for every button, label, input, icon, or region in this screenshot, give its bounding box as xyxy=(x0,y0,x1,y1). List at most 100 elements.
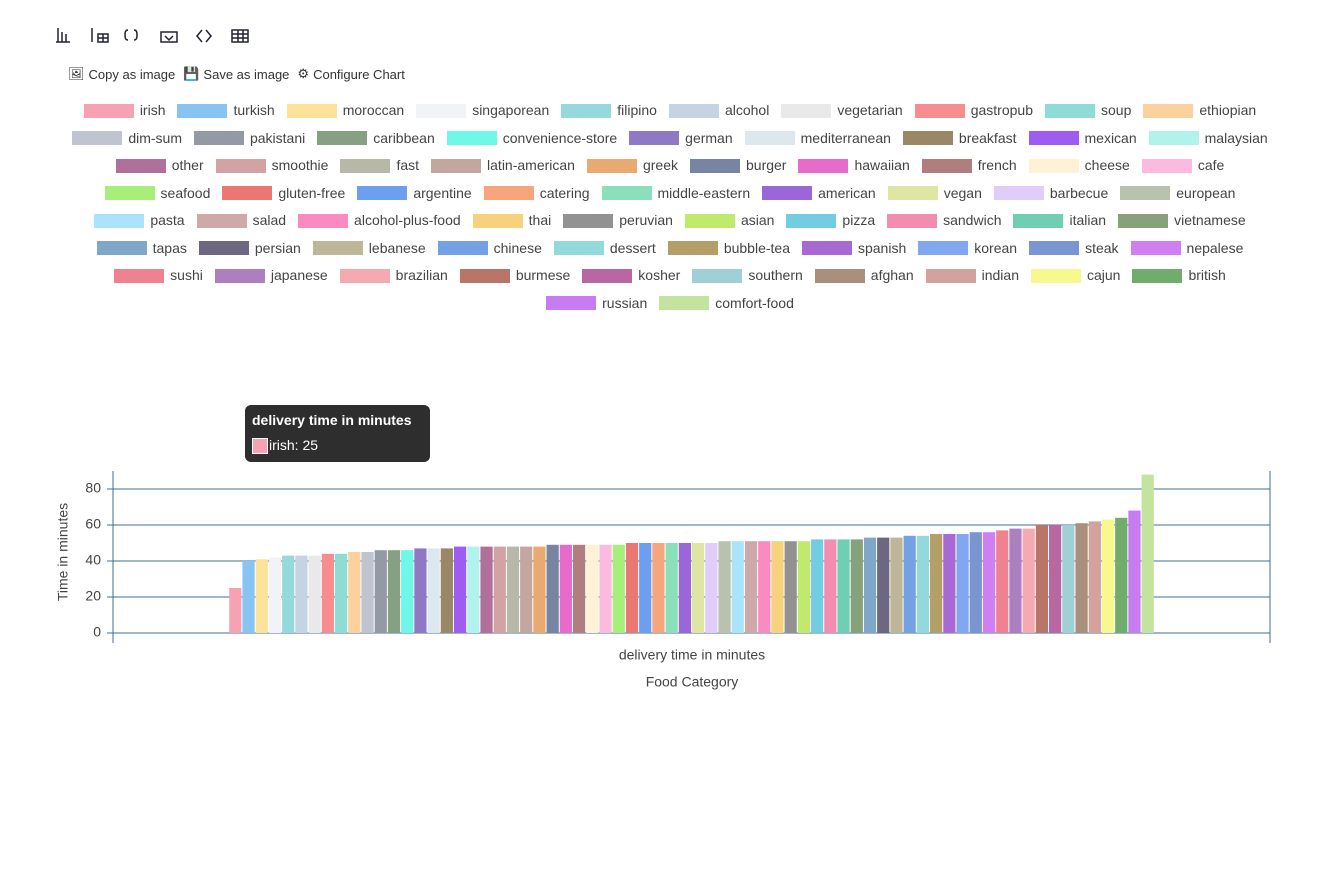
legend-item[interactable]: peruvian xyxy=(563,207,673,235)
legend-item[interactable]: smoothie xyxy=(215,152,328,180)
legend-item[interactable]: breakfast xyxy=(902,125,1017,153)
legend-item[interactable]: spanish xyxy=(801,235,906,263)
legend-item[interactable]: dessert xyxy=(553,235,656,263)
legend-item[interactable]: gastropub xyxy=(914,97,1033,125)
legend-swatch xyxy=(339,268,390,283)
legend-item[interactable]: european xyxy=(1120,180,1235,208)
legend-item[interactable]: cafe xyxy=(1141,152,1224,180)
legend-item[interactable]: sushi xyxy=(114,262,203,290)
legend-item[interactable]: nepalese xyxy=(1130,235,1243,263)
legend-item[interactable]: dim-sum xyxy=(72,125,182,153)
icon[interactable] xyxy=(124,29,138,41)
legend-item[interactable]: steak xyxy=(1029,235,1119,263)
legend-swatch xyxy=(317,131,368,146)
legend-item[interactable]: malaysian xyxy=(1148,125,1268,153)
legend-swatch xyxy=(601,186,652,201)
icon[interactable] xyxy=(160,31,178,43)
legend-item[interactable]: burger xyxy=(690,152,786,180)
legend-item[interactable]: argentine xyxy=(357,180,472,208)
legend-item[interactable]: bubble-tea xyxy=(667,235,790,263)
legend-item[interactable]: cajun xyxy=(1031,262,1120,290)
copy-button[interactable]: 🖼 Copy as image xyxy=(68,66,176,82)
icon[interactable] xyxy=(231,29,249,43)
legend-swatch xyxy=(887,186,938,201)
legend-swatch xyxy=(902,131,953,146)
x-category-label: delivery time in minutes xyxy=(619,647,765,663)
save-button[interactable]: 💾 Save as image xyxy=(183,66,290,82)
legend-item[interactable]: pakistani xyxy=(193,125,305,153)
legend-item[interactable]: moroccan xyxy=(286,97,404,125)
tooltip: delivery time in minutes irish: 25 xyxy=(245,405,430,462)
legend-item[interactable]: seafood xyxy=(104,180,210,208)
legend-item[interactable]: vegetarian xyxy=(781,97,903,125)
legend-item[interactable]: southern xyxy=(692,262,803,290)
legend-item[interactable]: alcohol-plus-food xyxy=(298,207,461,235)
legend-item[interactable]: mexican xyxy=(1028,125,1137,153)
icon[interactable] xyxy=(196,29,212,43)
bar xyxy=(255,559,268,633)
legend-label: steak xyxy=(1085,239,1119,256)
icon[interactable] xyxy=(56,28,70,43)
legend-item[interactable]: british xyxy=(1132,262,1226,290)
legend-item[interactable]: gluten-free xyxy=(222,180,345,208)
legend-item[interactable]: vegan xyxy=(887,180,982,208)
legend-label: mediterranean xyxy=(800,129,891,146)
legend-item[interactable]: latin-american xyxy=(431,152,575,180)
legend-item[interactable]: barbecue xyxy=(993,180,1108,208)
legend-item[interactable]: filipino xyxy=(561,97,657,125)
legend-label: vegan xyxy=(943,184,982,201)
legend-item[interactable]: sandwich xyxy=(887,207,1001,235)
legend-item[interactable]: convenience-store xyxy=(446,125,617,153)
legend-item[interactable]: russian xyxy=(546,290,647,318)
legend-label: latin-american xyxy=(487,157,575,173)
legend-item[interactable]: hawaiian xyxy=(798,152,910,180)
legend-item[interactable]: afghan xyxy=(814,262,914,290)
legend-item[interactable]: vietnamese xyxy=(1118,207,1246,235)
legend-item[interactable]: german xyxy=(629,125,733,153)
legend-item[interactable]: caribbean xyxy=(317,125,435,153)
legend-label: thai xyxy=(528,212,552,228)
legend-item[interactable]: fast xyxy=(340,152,419,180)
legend-item[interactable]: soup xyxy=(1045,97,1131,125)
legend-item[interactable]: korean xyxy=(918,235,1017,263)
configure-button[interactable]: ⚙ Configure Chart xyxy=(297,66,405,82)
legend-swatch xyxy=(629,131,680,146)
legend-item[interactable]: salad xyxy=(196,207,286,235)
legend-item[interactable]: alcohol xyxy=(668,97,769,125)
legend-item[interactable]: other xyxy=(115,152,204,180)
legend-item[interactable]: american xyxy=(762,180,876,208)
bar xyxy=(1049,525,1062,633)
legend-item[interactable]: lebanese xyxy=(312,235,426,263)
legend-swatch xyxy=(340,158,391,173)
legend-item[interactable]: middle-eastern xyxy=(601,180,750,208)
icon[interactable] xyxy=(91,28,109,43)
legend-item[interactable]: burmese xyxy=(459,262,570,290)
legend-label: kosher xyxy=(638,267,681,283)
legend-item[interactable]: irish xyxy=(83,97,165,125)
legend-item[interactable]: pizza xyxy=(786,207,875,235)
legend-item[interactable]: french xyxy=(921,152,1017,180)
legend-label: breakfast xyxy=(958,129,1017,146)
legend-item[interactable]: catering xyxy=(483,180,590,208)
legend-item[interactable]: singaporean xyxy=(416,97,549,125)
legend-item[interactable]: indian xyxy=(925,262,1019,290)
legend-item[interactable]: asian xyxy=(684,207,774,235)
legend-item[interactable]: pasta xyxy=(94,207,185,235)
legend-item[interactable]: greek xyxy=(586,152,678,180)
legend-item[interactable]: chinese xyxy=(437,235,542,263)
legend-item[interactable]: persian xyxy=(198,235,301,263)
legend-swatch xyxy=(561,103,612,118)
legend-item[interactable]: cheese xyxy=(1028,152,1130,180)
legend-item[interactable]: comfort-food xyxy=(659,290,794,318)
legend-item[interactable]: tapas xyxy=(96,235,187,263)
legend-swatch xyxy=(1132,268,1183,283)
legend-item[interactable]: ethiopian xyxy=(1143,97,1256,125)
legend-item[interactable]: thai xyxy=(472,207,552,235)
legend-label: french xyxy=(977,157,1017,173)
legend-item[interactable]: kosher xyxy=(582,262,680,290)
legend-item[interactable]: italian xyxy=(1013,207,1106,235)
legend-item[interactable]: brazilian xyxy=(339,262,448,290)
legend-item[interactable]: turkish xyxy=(177,97,275,125)
legend-item[interactable]: mediterranean xyxy=(744,125,891,153)
legend-item[interactable]: japanese xyxy=(214,262,328,290)
